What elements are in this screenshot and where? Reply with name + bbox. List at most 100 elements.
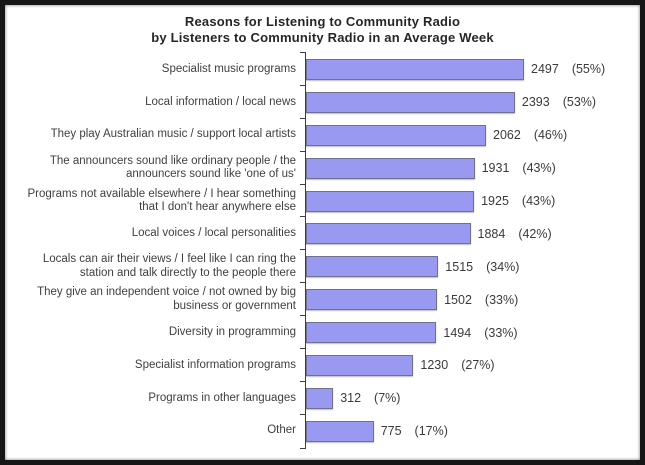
value-count: 2393 [521, 95, 550, 110]
chart-title-line2: by Listeners to Community Radio in an Av… [151, 30, 494, 45]
value-count: 1230 [420, 358, 449, 373]
bar [306, 58, 524, 80]
bar-cell: 1884 (42%) [300, 216, 640, 251]
bar [306, 354, 414, 376]
bar-chart: Specialist music programs 2497 (55%) Local … [5, 52, 640, 449]
chart-row: Local voices / local personalities 1884 (4… [5, 216, 640, 251]
value-label: 1925 (43%) [481, 194, 555, 208]
bar-cell: 2062 (46%) [300, 117, 640, 152]
category-label: Diversity in programming [168, 325, 296, 338]
chart-row: Locals can air their views / I feel like… [5, 249, 640, 284]
value-count: 1502 [444, 292, 472, 307]
category-label: Local information / local news [145, 95, 296, 108]
value-label: 312 (7%) [340, 391, 400, 405]
bar [306, 322, 437, 344]
category-label: Local voices / local personalities [131, 227, 296, 240]
axis-tick [300, 52, 306, 53]
chart-row: Programs not available elsewhere / I hea… [5, 183, 640, 218]
value-count: 1925 [481, 194, 509, 208]
bar-cell: 2393 (53%) [300, 84, 640, 119]
value-percent: (53%) [562, 95, 597, 110]
value-percent: (43%) [522, 161, 556, 176]
chart-row: They play Australian music / support loc… [5, 117, 640, 152]
value-percent: (42%) [518, 226, 552, 241]
bar-cell: 1931 (43%) [300, 150, 640, 185]
category-label: Programs not available elsewhere / I hea… [27, 187, 296, 214]
value-percent: (27%) [461, 358, 495, 373]
bar-cell: 1515 (34%) [300, 249, 640, 284]
bar [306, 124, 486, 146]
axis-tick [300, 315, 306, 317]
axis-tick [300, 447, 306, 449]
chart-row: Programs in other languages 312 (7%) [5, 380, 640, 415]
bar [306, 223, 471, 245]
value-label: 2497 (55%) [531, 62, 605, 76]
bar-cell: 1925 (43%) [300, 183, 640, 218]
chart-row: Local information / local news 2393 (53%) [5, 84, 640, 119]
bar-cell: 2497 (55%) [300, 52, 640, 86]
chart-row: They give an independent voice / not own… [5, 282, 640, 317]
value-count: 2062 [493, 128, 521, 143]
bar-cell: 1494 (33%) [300, 315, 640, 350]
value-count: 1494 [443, 325, 472, 340]
bar-cell: 1502 (33%) [300, 282, 640, 317]
bar [306, 387, 334, 409]
value-label: 1494 (33%) [443, 326, 517, 340]
value-percent: (55%) [571, 62, 606, 77]
bar-cell: 1230 (27%) [300, 348, 640, 382]
category-label: They play Australian music / support loc… [50, 128, 296, 141]
value-label: 2062 (46%) [493, 128, 567, 142]
value-count: 2497 [531, 62, 559, 77]
category-label: Programs in other languages [148, 391, 296, 404]
chart-title-line1: Reasons for Listening to Community Radio [184, 14, 461, 29]
axis-tick [300, 183, 306, 185]
value-percent: (17%) [414, 424, 448, 439]
value-percent: (34%) [486, 259, 520, 274]
chart-row: Other 775 (17%) [5, 413, 640, 449]
category-label: Other [267, 424, 296, 437]
bar [306, 91, 515, 113]
axis-tick [300, 282, 306, 284]
bar-cell: 775 (17%) [300, 413, 640, 449]
axis-tick [300, 150, 306, 152]
chart-row: The announcers sound like ordinary peopl… [5, 150, 640, 185]
value-count: 312 [340, 391, 362, 406]
bar [306, 157, 475, 179]
bar [306, 256, 439, 278]
value-percent: (43%) [521, 194, 556, 208]
value-percent: (46%) [533, 128, 568, 143]
category-label: The announcers sound like ordinary peopl… [49, 154, 296, 181]
axis-tick [300, 348, 306, 350]
axis-tick [300, 380, 306, 382]
axis-tick [300, 413, 306, 415]
value-label: 1931 (43%) [482, 161, 556, 175]
value-count: 775 [380, 424, 402, 439]
category-label: Locals can air their views / I feel like… [42, 253, 296, 279]
bar [306, 289, 438, 311]
axis-tick [300, 84, 306, 86]
axis-tick [300, 117, 306, 119]
chart-title: Reasons for Listening to Community Radio… [5, 14, 640, 46]
axis-tick [300, 249, 306, 251]
value-count: 1515 [445, 259, 474, 274]
value-label: 2393 (53%) [522, 95, 596, 109]
category-label: They give an independent voice / not own… [37, 286, 296, 312]
value-percent: (33%) [484, 325, 518, 340]
chart-row: Specialist information programs 1230 (27%) [5, 348, 640, 382]
value-label: 775 (17%) [381, 424, 448, 438]
bar [306, 190, 475, 212]
value-count: 1931 [481, 161, 510, 176]
chart-row: Specialist music programs 2497 (55%) [5, 52, 640, 86]
value-percent: (7%) [374, 391, 401, 406]
value-label: 1884 (42%) [478, 227, 552, 241]
value-count: 1884 [477, 226, 506, 241]
value-label: 1502 (33%) [444, 293, 518, 307]
axis-tick [300, 216, 306, 218]
value-label: 1230 (27%) [420, 358, 494, 372]
value-percent: (33%) [484, 292, 519, 307]
category-label: Specialist information programs [134, 358, 296, 371]
value-label: 1515 (34%) [445, 260, 519, 274]
bar-cell: 312 (7%) [300, 380, 640, 415]
bar [306, 420, 374, 442]
